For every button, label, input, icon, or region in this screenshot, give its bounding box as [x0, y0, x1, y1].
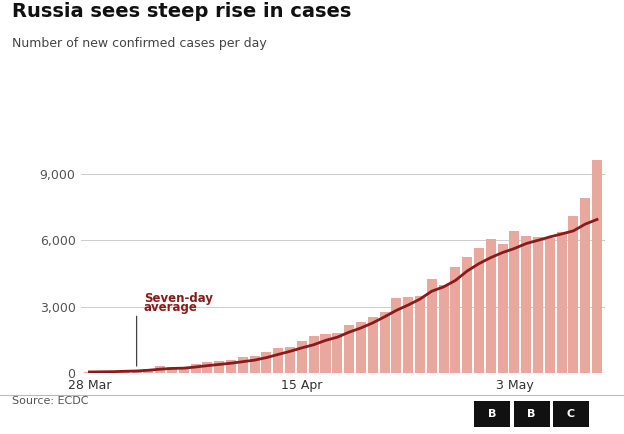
Text: Russia sees steep rise in cases: Russia sees steep rise in cases	[12, 2, 352, 21]
Bar	[497, 244, 507, 373]
Bar	[273, 348, 283, 373]
Bar	[167, 367, 177, 373]
Bar	[391, 298, 401, 373]
Bar	[403, 297, 413, 373]
Bar	[427, 279, 437, 373]
Bar	[120, 370, 130, 373]
Text: average: average	[144, 300, 198, 313]
Bar	[485, 239, 496, 373]
Text: Source: ECDC: Source: ECDC	[12, 396, 89, 407]
Bar	[261, 352, 271, 373]
Text: B: B	[527, 409, 536, 419]
Bar	[238, 357, 248, 373]
Bar	[521, 236, 531, 373]
Text: C: C	[567, 409, 575, 419]
Bar	[368, 317, 378, 373]
Bar	[179, 368, 189, 373]
Bar	[214, 361, 224, 373]
Bar	[592, 160, 602, 373]
Bar	[332, 333, 343, 373]
Bar	[439, 285, 449, 373]
Bar	[474, 248, 484, 373]
Bar	[190, 364, 201, 373]
Bar	[297, 341, 307, 373]
Bar	[415, 296, 425, 373]
Bar	[533, 237, 543, 373]
Bar	[108, 372, 118, 373]
Text: Seven-day: Seven-day	[144, 292, 213, 305]
Bar	[568, 216, 578, 373]
Bar	[132, 370, 142, 373]
Bar	[309, 336, 319, 373]
Text: Number of new confirmed cases per day: Number of new confirmed cases per day	[12, 37, 267, 50]
Bar	[451, 267, 461, 373]
Bar	[379, 312, 389, 373]
Bar	[356, 322, 366, 373]
Bar	[580, 198, 590, 373]
Bar	[250, 356, 260, 373]
Text: B: B	[488, 409, 497, 419]
Bar	[321, 334, 331, 373]
Bar	[155, 366, 165, 373]
Bar	[226, 360, 236, 373]
Bar	[462, 257, 472, 373]
Bar	[202, 362, 212, 373]
Bar	[557, 233, 567, 373]
Bar	[144, 369, 154, 373]
Bar	[96, 372, 106, 373]
Bar	[84, 372, 94, 373]
Bar	[509, 231, 519, 373]
Bar	[344, 325, 354, 373]
Bar	[285, 347, 295, 373]
Bar	[545, 238, 555, 373]
